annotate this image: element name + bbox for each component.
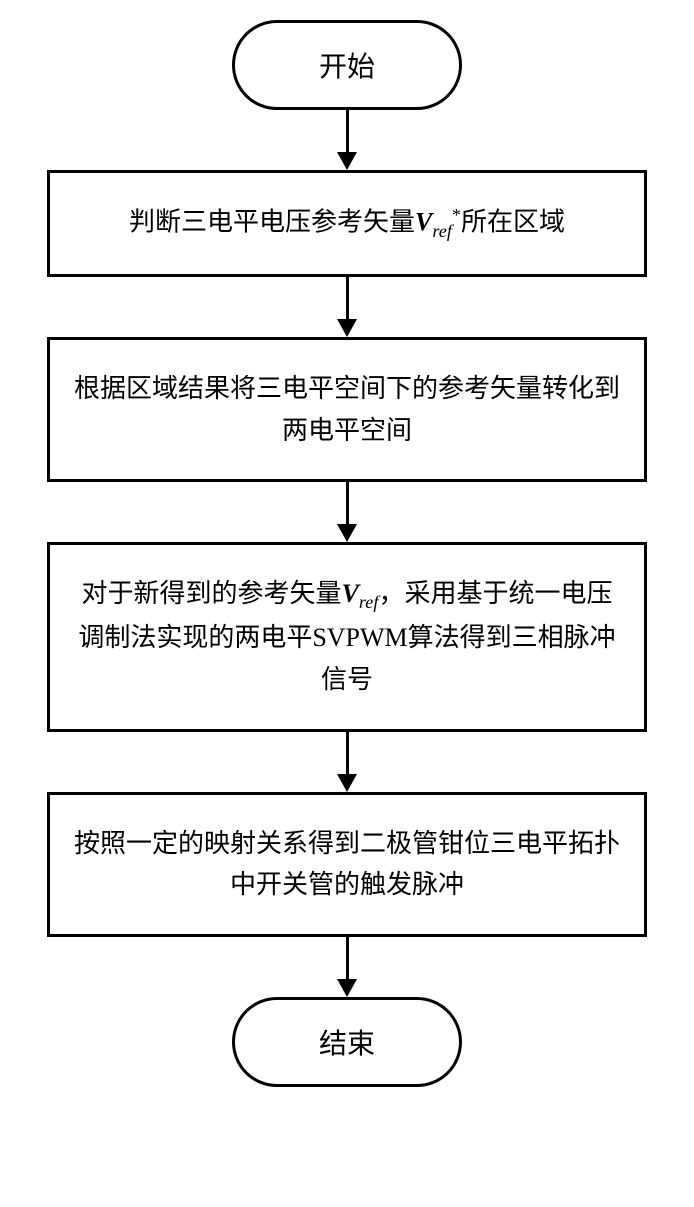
end-terminator: 结束 — [232, 997, 462, 1087]
process-step-2: 根据区域结果将三电平空间下的参考矢量转化到两电平空间 — [47, 337, 647, 482]
arrow-head — [337, 152, 357, 170]
step1-sup: * — [452, 205, 461, 225]
start-label: 开始 — [319, 45, 375, 85]
process-step-1: 判断三电平电压参考矢量Vref*所在区域 — [47, 170, 647, 277]
arrow-head — [337, 319, 357, 337]
arrow-4 — [337, 732, 357, 792]
process-step-3: 对于新得到的参考矢量Vref，采用基于统一电压调制法实现的两电平SVPWM算法得… — [47, 542, 647, 732]
step1-sub: ref — [432, 221, 452, 241]
step1-pre: 判断三电平电压参考矢量 — [129, 208, 415, 237]
arrow-head — [337, 774, 357, 792]
arrow-head — [337, 524, 357, 542]
arrow-5 — [337, 937, 357, 997]
step1-post: 所在区域 — [461, 208, 565, 237]
step2-text: 根据区域结果将三电平空间下的参考矢量转化到两电平空间 — [70, 368, 624, 451]
start-terminator: 开始 — [232, 20, 462, 110]
step3-sub: ref — [359, 592, 379, 612]
arrow-line — [346, 482, 349, 524]
arrow-3 — [337, 482, 357, 542]
arrow-line — [346, 937, 349, 979]
arrow-line — [346, 277, 349, 319]
arrow-line — [346, 732, 349, 774]
arrow-2 — [337, 277, 357, 337]
flowchart-container: 开始 判断三电平电压参考矢量Vref*所在区域 根据区域结果将三电平空间下的参考… — [20, 20, 674, 1087]
step3-text: 对于新得到的参考矢量Vref，采用基于统一电压调制法实现的两电平SVPWM算法得… — [70, 573, 624, 701]
end-label: 结束 — [319, 1022, 375, 1062]
arrow-head — [337, 979, 357, 997]
process-step-4: 按照一定的映射关系得到二极管钳位三电平拓扑中开关管的触发脉冲 — [47, 792, 647, 937]
step1-text: 判断三电平电压参考矢量Vref*所在区域 — [129, 201, 565, 246]
arrow-1 — [337, 110, 357, 170]
step4-text: 按照一定的映射关系得到二极管钳位三电平拓扑中开关管的触发脉冲 — [70, 823, 624, 906]
step3-pre: 对于新得到的参考矢量 — [82, 579, 342, 608]
step1-var: V — [415, 208, 432, 237]
arrow-line — [346, 110, 349, 152]
step3-var: V — [342, 579, 359, 608]
